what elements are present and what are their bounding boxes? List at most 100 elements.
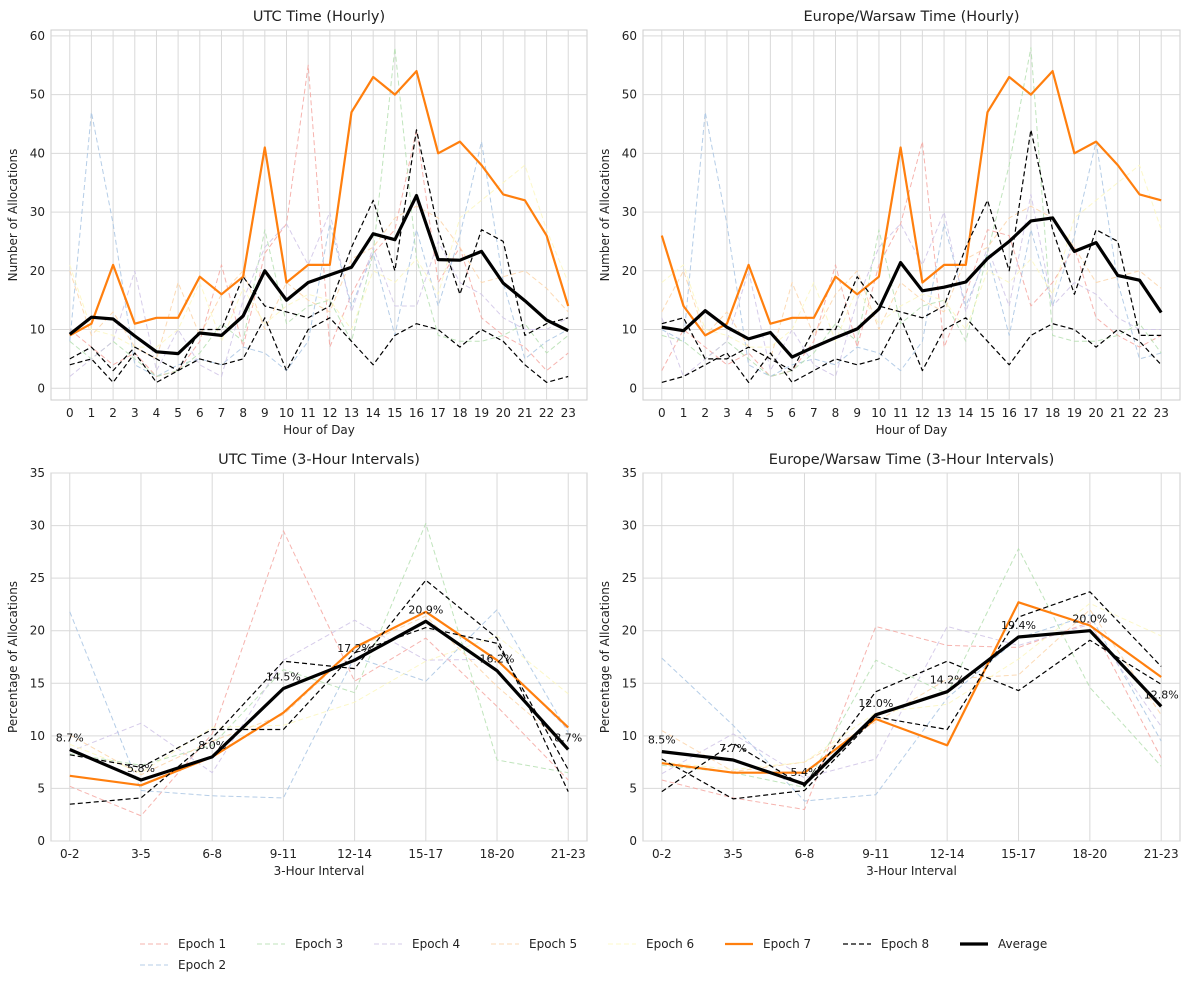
legend-label: Average bbox=[998, 937, 1047, 951]
x-tick-label: 21 bbox=[1110, 406, 1125, 420]
legend-item-epoch-4: Epoch 4 bbox=[374, 937, 460, 951]
panel-warsaw-hourly: 0 1 2 3 4 5 6 7 8 9 10 11 12 13 14 15 16 17 18 19 20 21 22 2301… bbox=[598, 9, 1181, 437]
x-tick-label: 6-8 bbox=[202, 847, 222, 861]
panel-title: UTC Time (Hourly) bbox=[253, 9, 385, 25]
legend-item-epoch-6: Epoch 6 bbox=[608, 937, 694, 951]
x-tick-label: 5 bbox=[174, 406, 182, 420]
x-tick-label: 9-11 bbox=[270, 847, 297, 861]
data-label: 20.9% bbox=[408, 603, 443, 616]
legend-label: Epoch 6 bbox=[646, 937, 694, 951]
series-line-epoch-4 bbox=[661, 623, 1162, 779]
series-line-epoch-3 bbox=[69, 47, 569, 377]
y-tick-label: 30 bbox=[622, 205, 637, 219]
y-tick-label: 0 bbox=[629, 381, 637, 395]
series-line-average bbox=[661, 629, 1163, 786]
x-tick-label: 21-23 bbox=[551, 847, 586, 861]
legend-label: Epoch 2 bbox=[178, 958, 226, 972]
y-tick-label: 10 bbox=[622, 729, 637, 743]
y-tick-label: 0 bbox=[629, 834, 637, 848]
y-axis-label: Number of Allocations bbox=[598, 149, 612, 282]
x-tick-label: 3 bbox=[723, 406, 731, 420]
y-tick-label: 0 bbox=[37, 381, 45, 395]
x-tick-label: 3 bbox=[131, 406, 139, 420]
legend-item-epoch-2: Epoch 2 bbox=[140, 958, 226, 972]
data-label: 8.7% bbox=[56, 732, 84, 745]
x-tick-label: 1 bbox=[88, 406, 96, 420]
y-tick-label: 35 bbox=[30, 466, 45, 480]
data-label: 14.2% bbox=[930, 674, 965, 687]
x-tick-label: 22 bbox=[1132, 406, 1147, 420]
series-line-epoch-2 bbox=[661, 614, 1162, 802]
x-tick-label: 0 bbox=[66, 406, 74, 420]
x-tick-label: 23 bbox=[1154, 406, 1169, 420]
data-label: 20.0% bbox=[1072, 613, 1107, 626]
x-tick-label: 6 bbox=[196, 406, 204, 420]
x-tick-label: 18 bbox=[1045, 406, 1060, 420]
series-line-epoch-8 bbox=[69, 317, 569, 383]
series-line-epoch-8 bbox=[661, 317, 1162, 383]
x-tick-label: 3-5 bbox=[131, 847, 151, 861]
x-tick-label: 2 bbox=[701, 406, 709, 420]
y-tick-label: 30 bbox=[622, 519, 637, 533]
y-tick-label: 60 bbox=[622, 29, 637, 43]
legend: Epoch 1 Epoch 2 Epoch 3 Epoch 4 Epoch 5 Epoch… bbox=[140, 937, 1047, 972]
series-line-epoch-2 bbox=[69, 111, 569, 377]
x-tick-label: 0-2 bbox=[652, 847, 672, 861]
x-tick-label: 2 bbox=[109, 406, 117, 420]
x-tick-label: 4 bbox=[745, 406, 753, 420]
legend-label: Epoch 5 bbox=[529, 937, 577, 951]
y-tick-label: 5 bbox=[37, 781, 45, 795]
x-tick-label: 22 bbox=[539, 406, 554, 420]
series-line-epoch-5 bbox=[69, 615, 569, 776]
x-tick-label: 20 bbox=[496, 406, 511, 420]
x-tick-label: 12 bbox=[915, 406, 930, 420]
x-tick-label: 12-14 bbox=[930, 847, 965, 861]
x-tick-label: 14 bbox=[958, 406, 973, 420]
legend-item-epoch-8: Epoch 8 bbox=[843, 937, 929, 951]
series-line-epoch-4 bbox=[69, 211, 569, 377]
legend-label: Epoch 3 bbox=[295, 937, 343, 951]
series-line-epoch-5 bbox=[69, 205, 569, 360]
x-tick-label: 4 bbox=[153, 406, 161, 420]
x-tick-label: 8 bbox=[832, 406, 840, 420]
x-axis-label: 3-Hour Interval bbox=[866, 864, 957, 878]
series-line-epoch-1 bbox=[661, 141, 1162, 377]
x-tick-label: 13 bbox=[936, 406, 951, 420]
plot-area bbox=[642, 472, 1181, 842]
grid bbox=[51, 472, 587, 842]
legend-label: Epoch 7 bbox=[763, 937, 811, 951]
series-line-average bbox=[661, 216, 1163, 359]
x-tick-label: 15-17 bbox=[408, 847, 443, 861]
x-tick-label: 17 bbox=[431, 406, 446, 420]
x-tick-label: 21-23 bbox=[1144, 847, 1179, 861]
y-tick-label: 0 bbox=[37, 834, 45, 848]
x-tick-label: 9-11 bbox=[862, 847, 889, 861]
series-line-epoch-8 bbox=[661, 129, 1162, 372]
y-tick-label: 10 bbox=[30, 323, 45, 337]
series-line-epoch-8 bbox=[661, 639, 1162, 793]
x-tick-label: 0 bbox=[658, 406, 666, 420]
x-tick-label: 18-20 bbox=[480, 847, 515, 861]
x-tick-label: 6 bbox=[788, 406, 796, 420]
x-tick-label: 0-2 bbox=[60, 847, 80, 861]
data-label: 5.8% bbox=[127, 762, 155, 775]
x-tick-label: 12-14 bbox=[337, 847, 372, 861]
series-line-epoch-3 bbox=[69, 523, 569, 774]
series-line-epoch-4 bbox=[69, 619, 569, 774]
grid bbox=[643, 472, 1180, 842]
series-line-epoch-6 bbox=[661, 164, 1162, 348]
x-tick-label: 12 bbox=[322, 406, 337, 420]
series-lines bbox=[68, 47, 570, 383]
x-tick-label: 18 bbox=[452, 406, 467, 420]
x-axis-label: 3-Hour Interval bbox=[274, 864, 365, 878]
series-line-epoch-2 bbox=[661, 111, 1162, 377]
x-tick-label: 11 bbox=[893, 406, 908, 420]
x-tick-label: 21 bbox=[517, 406, 532, 420]
series-line-epoch-2 bbox=[69, 609, 569, 799]
y-axis-label: Number of Allocations bbox=[6, 149, 20, 282]
series-line-epoch-7 bbox=[69, 69, 570, 337]
series-line-epoch-6 bbox=[661, 602, 1162, 770]
x-tick-label: 7 bbox=[218, 406, 226, 420]
x-tick-label: 3-5 bbox=[723, 847, 743, 861]
